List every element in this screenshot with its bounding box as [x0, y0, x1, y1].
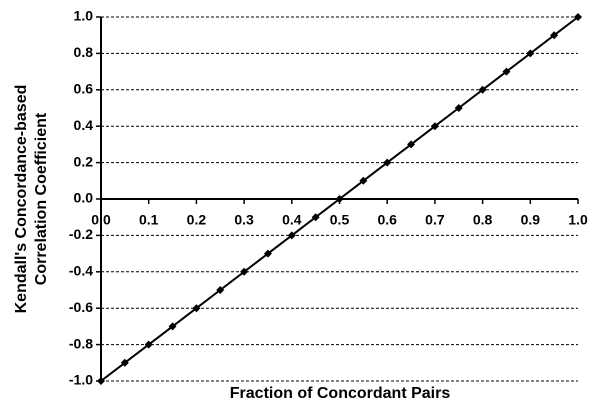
marker	[335, 195, 344, 203]
x-tick-label: 0.4	[282, 212, 302, 228]
x-tick-label: 1.0	[568, 212, 588, 228]
marker	[144, 340, 153, 349]
y-tick-label: 0.2	[74, 153, 94, 169]
marker	[407, 140, 416, 149]
y-tick-label: 0.6	[74, 81, 94, 97]
y-tick-label: -1.0	[69, 372, 93, 388]
x-axis-label: Fraction of Concordant Pairs	[230, 385, 451, 402]
marker	[240, 267, 249, 276]
y-tick-label: 1.0	[74, 8, 94, 24]
marker	[192, 304, 201, 313]
y-axis-label: Correlation Coefficient	[33, 112, 50, 285]
marker	[478, 85, 487, 94]
y-tick-label: -0.2	[69, 226, 93, 242]
x-tick-label: 0.9	[521, 212, 541, 228]
x-tick-label: 0.2	[187, 212, 207, 228]
marker	[383, 158, 392, 167]
marker	[120, 358, 129, 367]
marker	[574, 13, 582, 21]
x-tick-label: 0.0	[91, 212, 111, 228]
marker	[287, 231, 296, 240]
x-tick-label: 0.8	[473, 212, 493, 228]
y-tick-label: -0.6	[69, 299, 93, 315]
x-tick-label: 0.1	[139, 212, 159, 228]
marker	[454, 104, 463, 112]
x-tick-label: 0.3	[234, 212, 254, 228]
marker	[359, 176, 368, 185]
y-tick-label: 0.4	[74, 117, 94, 133]
marker	[430, 122, 439, 131]
marker	[502, 67, 511, 76]
y-tick-label: 0.0	[74, 190, 94, 206]
marker	[216, 286, 225, 294]
marker	[97, 377, 105, 385]
y-axis-label: Kendall's Concordance-based	[13, 85, 30, 314]
x-tick-label: 0.6	[377, 212, 397, 228]
x-tick-label: 0.5	[330, 212, 350, 228]
marker	[550, 31, 559, 40]
marker	[526, 49, 535, 58]
y-tick-label: -0.4	[69, 263, 93, 279]
marker	[168, 322, 177, 331]
marker	[311, 213, 320, 222]
marker	[263, 249, 272, 258]
y-tick-label: 0.8	[74, 44, 94, 60]
y-tick-label: -0.8	[69, 335, 93, 351]
x-tick-label: 0.7	[425, 212, 445, 228]
